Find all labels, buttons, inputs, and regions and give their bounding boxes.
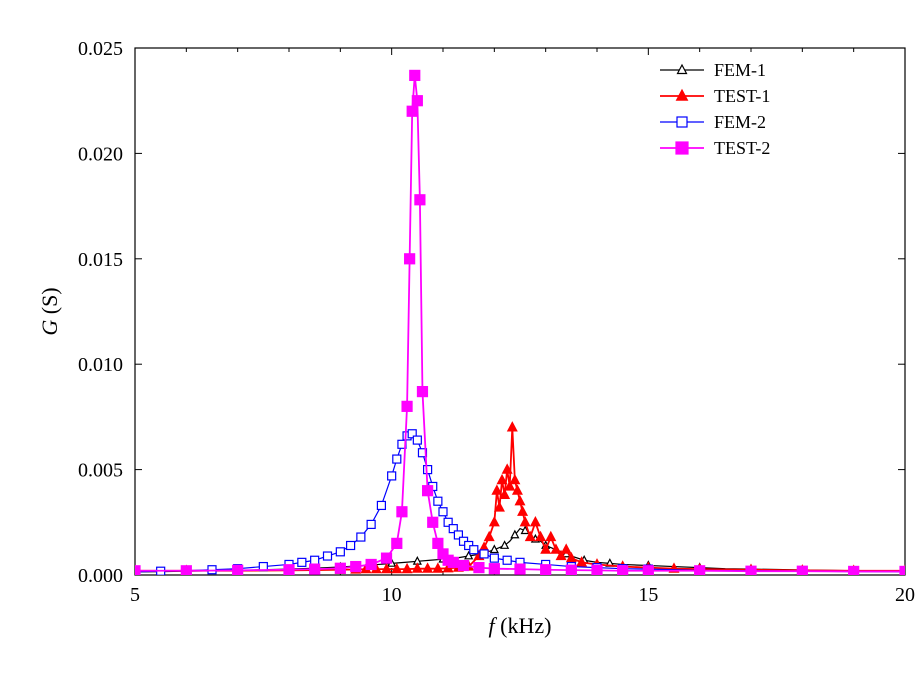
chart-container: 5 10 15 20 0.000 0.005 0.010 0.015 0.020 0.025 f (… bbox=[20, 20, 917, 654]
y-tick-label: 0.015 bbox=[78, 249, 123, 271]
x-axis-label: f (kHz) bbox=[489, 613, 552, 638]
x-tick-label: 20 bbox=[895, 584, 915, 606]
legend-label: TEST-2 bbox=[714, 138, 770, 158]
y-tick-label: 0.000 bbox=[78, 565, 123, 587]
y-axis-label: G (S) bbox=[37, 287, 62, 335]
chart-svg: 5 10 15 20 0.000 0.005 0.010 0.015 0.020 0.025 f (… bbox=[20, 20, 917, 654]
y-tick-label: 0.010 bbox=[78, 354, 123, 376]
x-tick-label: 15 bbox=[638, 584, 658, 606]
x-tick-label: 10 bbox=[382, 584, 402, 606]
y-tick-label: 0.020 bbox=[78, 143, 123, 165]
x-tick-label: 5 bbox=[130, 584, 140, 606]
series-TEST-1 bbox=[131, 422, 910, 574]
legend: FEM-1 TEST-1 FEM-2 TEST-2 bbox=[660, 60, 770, 158]
legend-label: FEM-1 bbox=[714, 60, 766, 80]
legend-label: FEM-2 bbox=[714, 112, 766, 132]
y-tick-label: 0.025 bbox=[78, 38, 123, 60]
y-tick-label: 0.005 bbox=[78, 460, 123, 482]
legend-label: TEST-1 bbox=[714, 86, 770, 106]
